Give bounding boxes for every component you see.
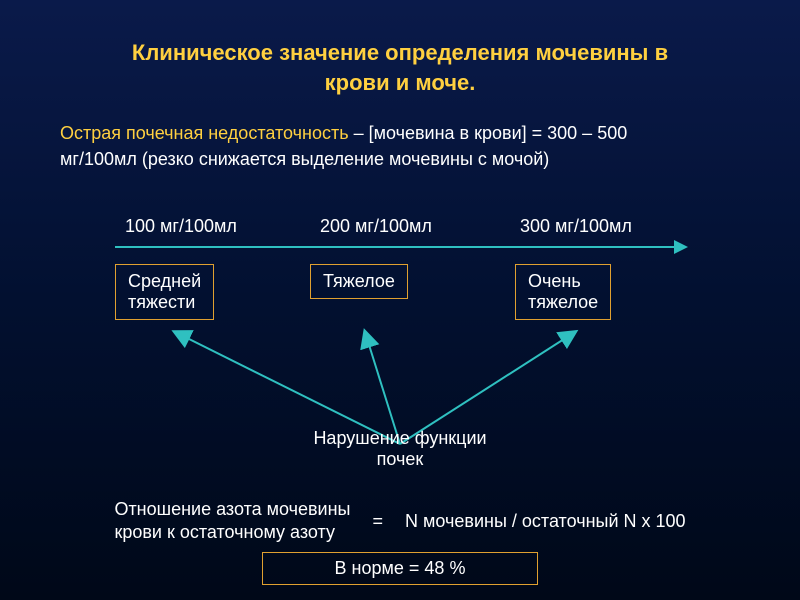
formula-right: N мочевины / остаточный N х 100 xyxy=(405,511,686,532)
formula-row: Отношение азота мочевины крови к остаточ… xyxy=(0,498,800,545)
timeline-axis xyxy=(115,246,677,248)
timeline-arrowhead-icon xyxy=(674,240,688,254)
formula-left: Отношение азота мочевины крови к остаточ… xyxy=(114,498,350,545)
subtitle-rest2: мг/100мл (резко снижается выделение моче… xyxy=(60,149,549,169)
tick-0: 100 мг/100мл xyxy=(125,216,237,237)
severity-box-very-severe: Очень тяжелое xyxy=(515,264,611,320)
condition-name: Острая почечная недостаточность xyxy=(60,123,349,143)
slide-title: Клиническое значение определения мочевин… xyxy=(0,0,800,97)
tick-1: 200 мг/100мл xyxy=(320,216,432,237)
subtitle-rest1: – [мочевина в крови] = 300 – 500 xyxy=(349,123,628,143)
kidney-dysfunction-label: Нарушение функции почек xyxy=(0,428,800,470)
formula-equals: = xyxy=(373,511,384,532)
severity-diagram: 100 мг/100мл 200 мг/100мл 300 мг/100мл С… xyxy=(0,216,800,516)
subtitle: Острая почечная недостаточность – [мочев… xyxy=(0,97,800,171)
title-line2: крови и моче. xyxy=(325,70,476,95)
severity-box-severe: Тяжелое xyxy=(310,264,408,299)
tick-2: 300 мг/100мл xyxy=(520,216,632,237)
title-line1: Клиническое значение определения мочевин… xyxy=(132,40,668,65)
severity-box-moderate: Средней тяжести xyxy=(115,264,214,320)
norm-box: В норме = 48 % xyxy=(262,552,538,585)
